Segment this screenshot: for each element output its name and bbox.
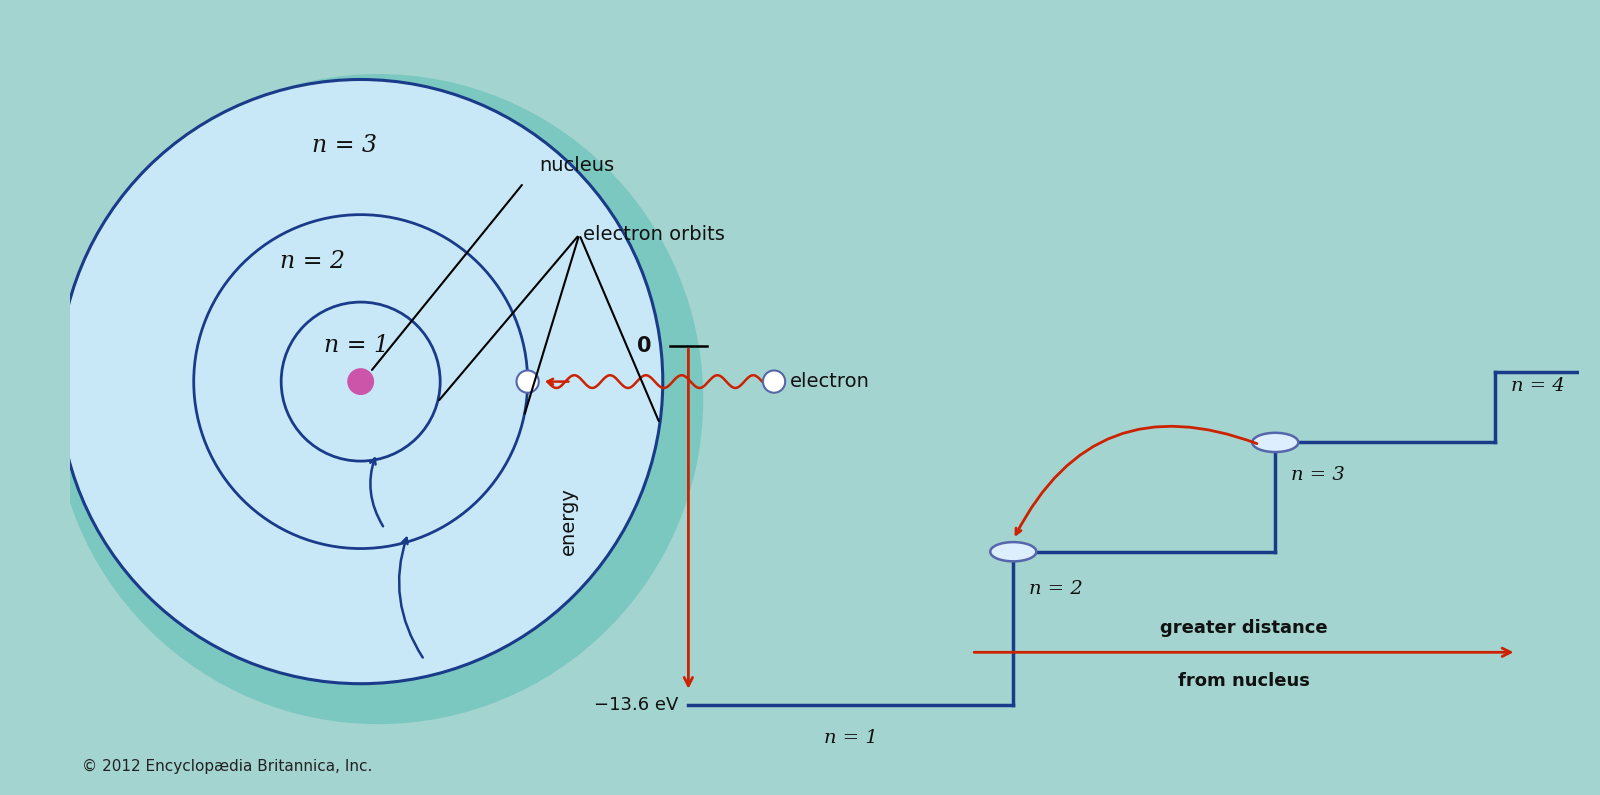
Text: n = 4: n = 4 xyxy=(1510,377,1565,394)
Circle shape xyxy=(763,370,786,393)
Circle shape xyxy=(990,542,1037,561)
Text: −13.6 eV: −13.6 eV xyxy=(594,696,678,714)
Text: n = 1: n = 1 xyxy=(325,335,389,357)
Text: electron orbits: electron orbits xyxy=(584,225,725,244)
Text: n = 3: n = 3 xyxy=(312,134,378,157)
Text: n = 1: n = 1 xyxy=(824,729,878,747)
Text: energy: energy xyxy=(558,487,578,555)
Text: n = 2: n = 2 xyxy=(1029,580,1083,598)
Text: 0: 0 xyxy=(637,336,651,356)
Circle shape xyxy=(54,75,702,723)
Text: nucleus: nucleus xyxy=(539,156,614,175)
Circle shape xyxy=(517,370,539,393)
Text: © 2012 Encyclopædia Britannica, Inc.: © 2012 Encyclopædia Britannica, Inc. xyxy=(83,759,373,774)
Text: n = 2: n = 2 xyxy=(280,250,346,273)
Text: electron: electron xyxy=(790,372,870,391)
Circle shape xyxy=(347,369,373,394)
Circle shape xyxy=(1253,432,1298,452)
Text: greater distance: greater distance xyxy=(1160,619,1328,637)
Text: n = 3: n = 3 xyxy=(1291,467,1344,484)
Circle shape xyxy=(59,80,662,684)
Text: from nucleus: from nucleus xyxy=(1178,672,1310,690)
